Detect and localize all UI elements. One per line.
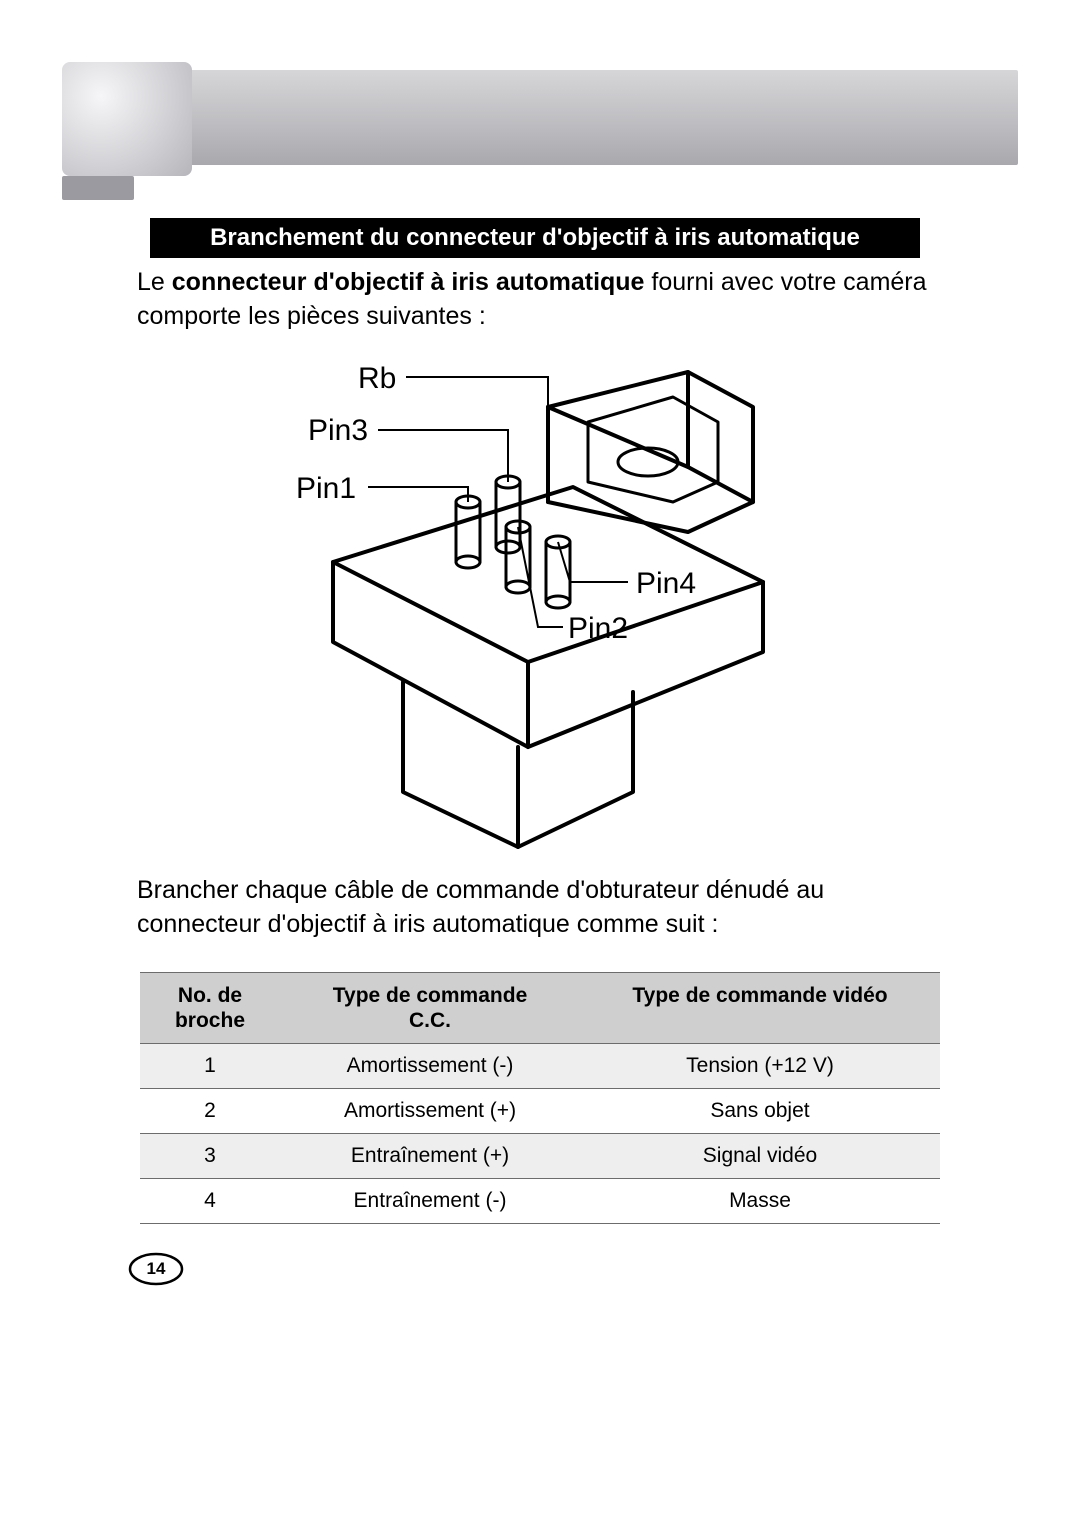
table-header-video: Type de commande vidéo (580, 973, 940, 1043)
table-row: 3 Entraînement (+) Signal vidéo (140, 1134, 940, 1178)
diagram-label-pin4: Pin4 (636, 567, 696, 601)
th-video-l1: Type de commande vidéo (632, 984, 887, 1007)
table-header-row: No. de broche Type de commande C.C. Type… (140, 973, 940, 1043)
th-pin-l1: No. de (178, 984, 242, 1007)
diagram-label-pin1: Pin1 (296, 472, 356, 506)
cell-pin: 1 (140, 1044, 280, 1088)
cell-video: Sans objet (580, 1089, 940, 1133)
page-number-badge: 14 (128, 1252, 184, 1286)
th-pin-l2: broche (175, 1009, 245, 1032)
cell-video: Tension (+12 V) (580, 1044, 940, 1088)
cell-video: Masse (580, 1179, 940, 1223)
cell-pin: 2 (140, 1089, 280, 1133)
cell-pin: 4 (140, 1179, 280, 1223)
cell-cc: Entraînement (+) (280, 1134, 580, 1178)
table-header-pin: No. de broche (140, 973, 280, 1043)
section-title: Branchement du connecteur d'objectif à i… (150, 218, 920, 258)
cell-pin: 3 (140, 1134, 280, 1178)
table-rule-bottom (140, 1223, 940, 1224)
connector-diagram: Rb Pin3 Pin1 Pin4 Pin2 (218, 352, 848, 852)
th-cc-l2: C.C. (409, 1009, 451, 1032)
diagram-label-rb: Rb (358, 362, 396, 396)
header-sub-bar (62, 176, 134, 200)
cell-cc: Entraînement (-) (280, 1179, 580, 1223)
cell-video: Signal vidéo (580, 1134, 940, 1178)
th-cc-l1: Type de commande (333, 984, 528, 1007)
outro-paragraph: Brancher chaque câble de commande d'obtu… (137, 874, 943, 942)
table-header-cc: Type de commande C.C. (280, 973, 580, 1043)
diagram-label-pin2: Pin2 (568, 612, 628, 646)
cell-cc: Amortissement (+) (280, 1089, 580, 1133)
page: Branchement du connecteur d'objectif à i… (0, 0, 1080, 1538)
header-bubble-art (62, 62, 192, 176)
intro-paragraph: Le connecteur d'objectif à iris automati… (137, 266, 943, 334)
pin-table: No. de broche Type de commande C.C. Type… (140, 972, 940, 1224)
intro-text-1: Le (137, 268, 172, 296)
cell-cc: Amortissement (-) (280, 1044, 580, 1088)
table-row: 2 Amortissement (+) Sans objet (140, 1089, 940, 1133)
table-row: 1 Amortissement (-) Tension (+12 V) (140, 1044, 940, 1088)
table-row: 4 Entraînement (-) Masse (140, 1179, 940, 1223)
diagram-label-pin3: Pin3 (308, 414, 368, 448)
page-number: 14 (147, 1259, 166, 1279)
intro-bold: connecteur d'objectif à iris automatique (172, 268, 645, 296)
header-decorative-bar (62, 70, 1018, 165)
